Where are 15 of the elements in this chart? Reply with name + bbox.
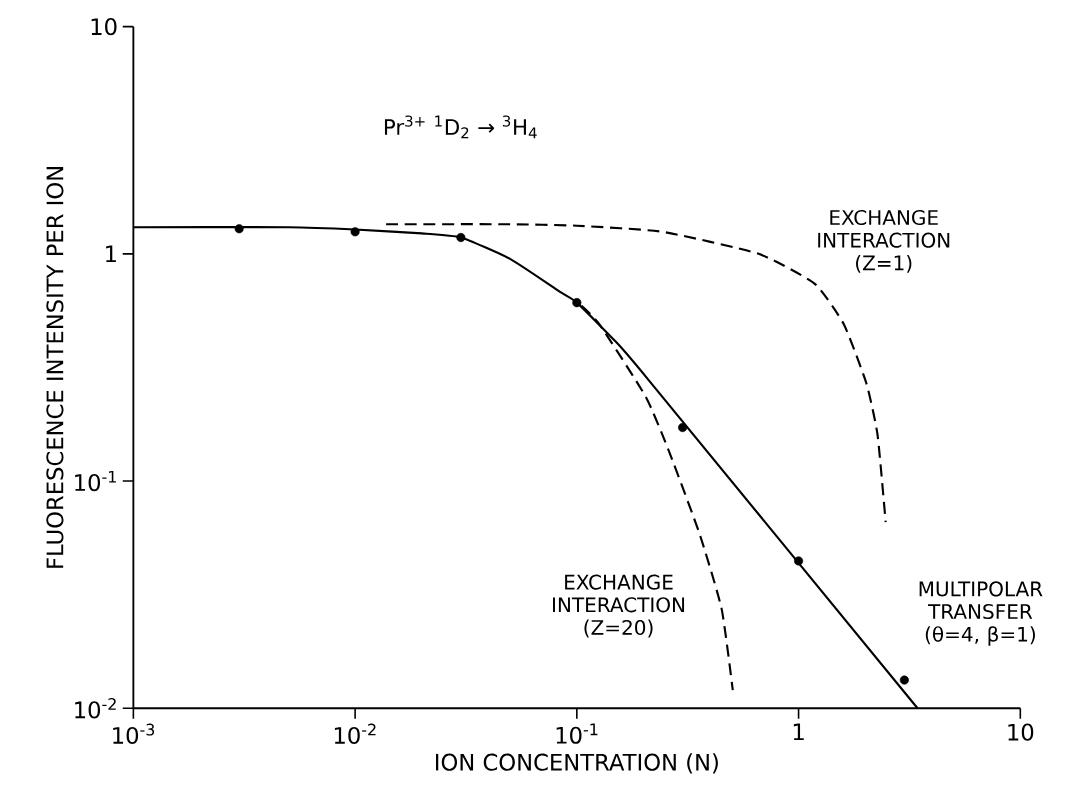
x-tick-label: 10$^{-1}$ <box>556 723 598 744</box>
annotation: MULTIPOLAR TRANSFER (θ=4, β=1) <box>919 581 1043 646</box>
x-tick-label: 10 <box>1008 723 1034 741</box>
x-tick-label: 1 <box>793 723 804 740</box>
y-tick-label: 10$^{-1}$ <box>75 470 116 492</box>
annotation: Pr$^{3+ 1}$D$_{2}$ → $^{3}$H$_{4}$ <box>384 115 537 139</box>
y-axis-title: FLUORESCENCE INTENSITY PER ION <box>46 166 64 568</box>
x-tick-label: 10$^{-3}$ <box>113 723 155 744</box>
annotation: EXCHANGE INTERACTION (Z=1) <box>818 209 950 273</box>
x-axis-title: ION CONCENTRATION (N) <box>436 753 718 774</box>
y-tick-label: 1 <box>106 245 116 263</box>
y-tick-label: 10$^{-2}$ <box>75 697 116 719</box>
annotation: EXCHANGE INTERACTION (Z=20) <box>553 574 685 638</box>
y-tick-label: 10 <box>91 17 117 36</box>
x-tick-label: 10$^{-2}$ <box>334 723 376 744</box>
